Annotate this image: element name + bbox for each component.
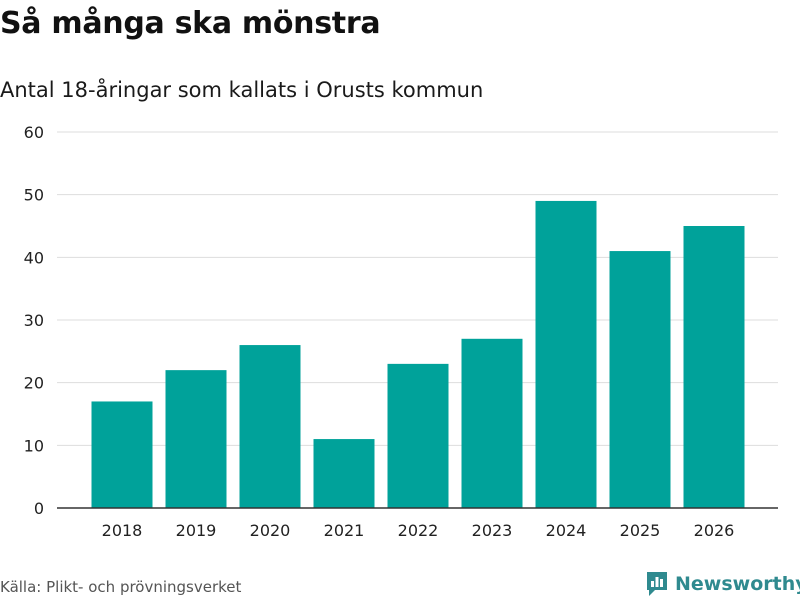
- newsworthy-logo-icon: [647, 572, 667, 596]
- x-tick-label: 2024: [546, 521, 587, 540]
- x-tick-label: 2025: [620, 521, 661, 540]
- y-tick-label: 50: [24, 186, 44, 205]
- x-tick-label: 2018: [102, 521, 143, 540]
- bar-2018: [91, 401, 153, 508]
- x-tick-label: 2026: [694, 521, 735, 540]
- x-axis-ticks: 2018 2019 2020 2021 2022 2023 2024 2025 2026: [102, 521, 735, 540]
- bar-2023: [461, 338, 523, 508]
- y-tick-label: 20: [24, 374, 44, 393]
- bar-2020: [239, 345, 301, 508]
- chart-title: Så många ska mönstra: [0, 6, 381, 41]
- y-tick-label: 60: [24, 123, 44, 142]
- bar-2021: [313, 439, 375, 508]
- y-tick-label: 30: [24, 311, 44, 330]
- bar-2019: [165, 370, 227, 508]
- brand-name: Newsworthy: [675, 573, 800, 595]
- bar-2022: [387, 363, 449, 508]
- y-axis-ticks: 0 10 20 30 40 50 60: [24, 123, 44, 518]
- bars: [91, 200, 745, 509]
- x-tick-label: 2020: [250, 521, 291, 540]
- bar-2025: [609, 251, 671, 509]
- y-tick-label: 40: [24, 248, 44, 267]
- x-tick-label: 2023: [472, 521, 513, 540]
- x-tick-label: 2019: [176, 521, 217, 540]
- chart-subtitle: Antal 18-åringar som kallats i Orusts ko…: [0, 78, 484, 102]
- bar-2026: [683, 226, 745, 508]
- source-note: Källa: Plikt- och prövningsverket: [0, 578, 242, 596]
- x-tick-label: 2021: [324, 521, 365, 540]
- bar-2024: [535, 200, 597, 508]
- y-tick-label: 10: [24, 436, 44, 455]
- brand-logo: Newsworthy: [645, 570, 800, 598]
- y-tick-label: 0: [34, 499, 44, 518]
- x-tick-label: 2022: [398, 521, 439, 540]
